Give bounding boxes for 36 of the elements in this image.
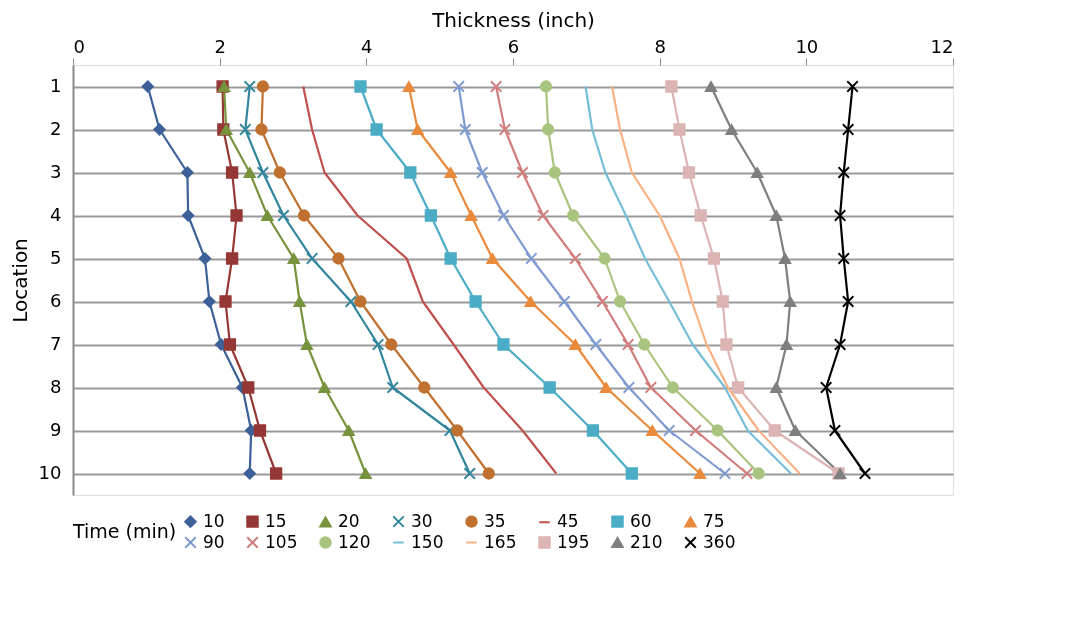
x-axis-title: Thickness (inch) (431, 7, 595, 32)
legend-label: 120 (338, 531, 371, 552)
x-tick-label: 0 (73, 35, 85, 57)
y-tick-label: 2 (50, 118, 62, 139)
y-tick-label: 5 (50, 247, 62, 268)
legend-label: 105 (265, 531, 298, 552)
legend-label: 150 (411, 531, 444, 552)
legend-label: 15 (265, 510, 287, 531)
legend-label: 195 (557, 531, 590, 552)
legend-label: 30 (411, 510, 433, 531)
y-tick-label: 9 (50, 419, 62, 440)
x-tick-label: 4 (361, 35, 373, 57)
x-tick-label: 2 (214, 35, 226, 57)
y-tick-label: 6 (50, 290, 62, 311)
legend-label: 45 (557, 511, 579, 532)
y-tick-label: 10 (38, 462, 62, 483)
legend-label: 20 (338, 510, 360, 531)
y-tick-label: 7 (50, 333, 62, 354)
y-tick-label: 1 (50, 75, 62, 96)
legend-title: Time (min) (72, 520, 177, 542)
y-tick-label: 8 (50, 376, 62, 397)
x-tick-label: 12 (930, 35, 954, 57)
legend-label: 75 (703, 510, 725, 531)
legend-label: 90 (203, 531, 225, 552)
y-axis-title: Location (7, 238, 32, 323)
y-tick-label: 4 (50, 204, 62, 225)
legend-label: 210 (630, 531, 663, 552)
x-tick-label: 8 (654, 35, 666, 57)
x-tick-label: 6 (507, 35, 520, 57)
legend-label: 360 (703, 531, 736, 552)
x-tick-label: 10 (795, 35, 819, 57)
legend-label: 165 (484, 531, 517, 552)
y-tick-label: 3 (50, 161, 62, 182)
legend-label: 60 (630, 510, 652, 531)
legend-label: 35 (484, 510, 506, 531)
legend-label: 10 (203, 510, 225, 531)
